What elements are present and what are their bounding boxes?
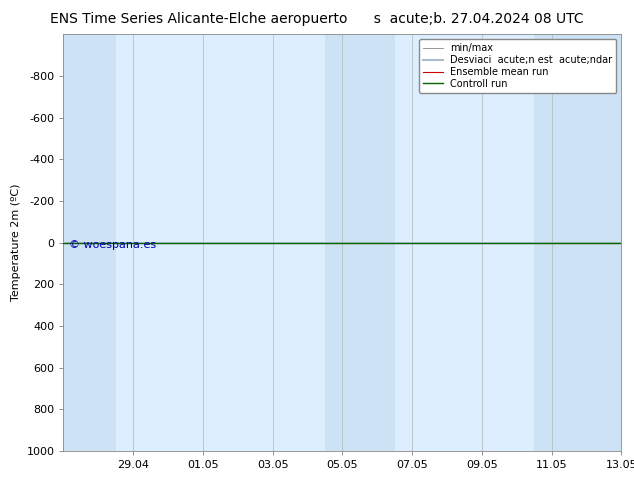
Bar	[534, 34, 621, 451]
Text: ENS Time Series Alicante-Elche aeropuerto      s  acute;b. 27.04.2024 08 UTC: ENS Time Series Alicante-Elche aeropuert…	[50, 12, 584, 26]
Text: © woespana.es: © woespana.es	[69, 241, 156, 250]
Y-axis label: Temperature 2m (ºC): Temperature 2m (ºC)	[11, 184, 21, 301]
Legend: min/max, Desviaci  acute;n est  acute;ndar, Ensemble mean run, Controll run: min/max, Desviaci acute;n est acute;ndar…	[419, 39, 616, 93]
Bar	[63, 34, 115, 451]
Bar	[325, 34, 394, 451]
